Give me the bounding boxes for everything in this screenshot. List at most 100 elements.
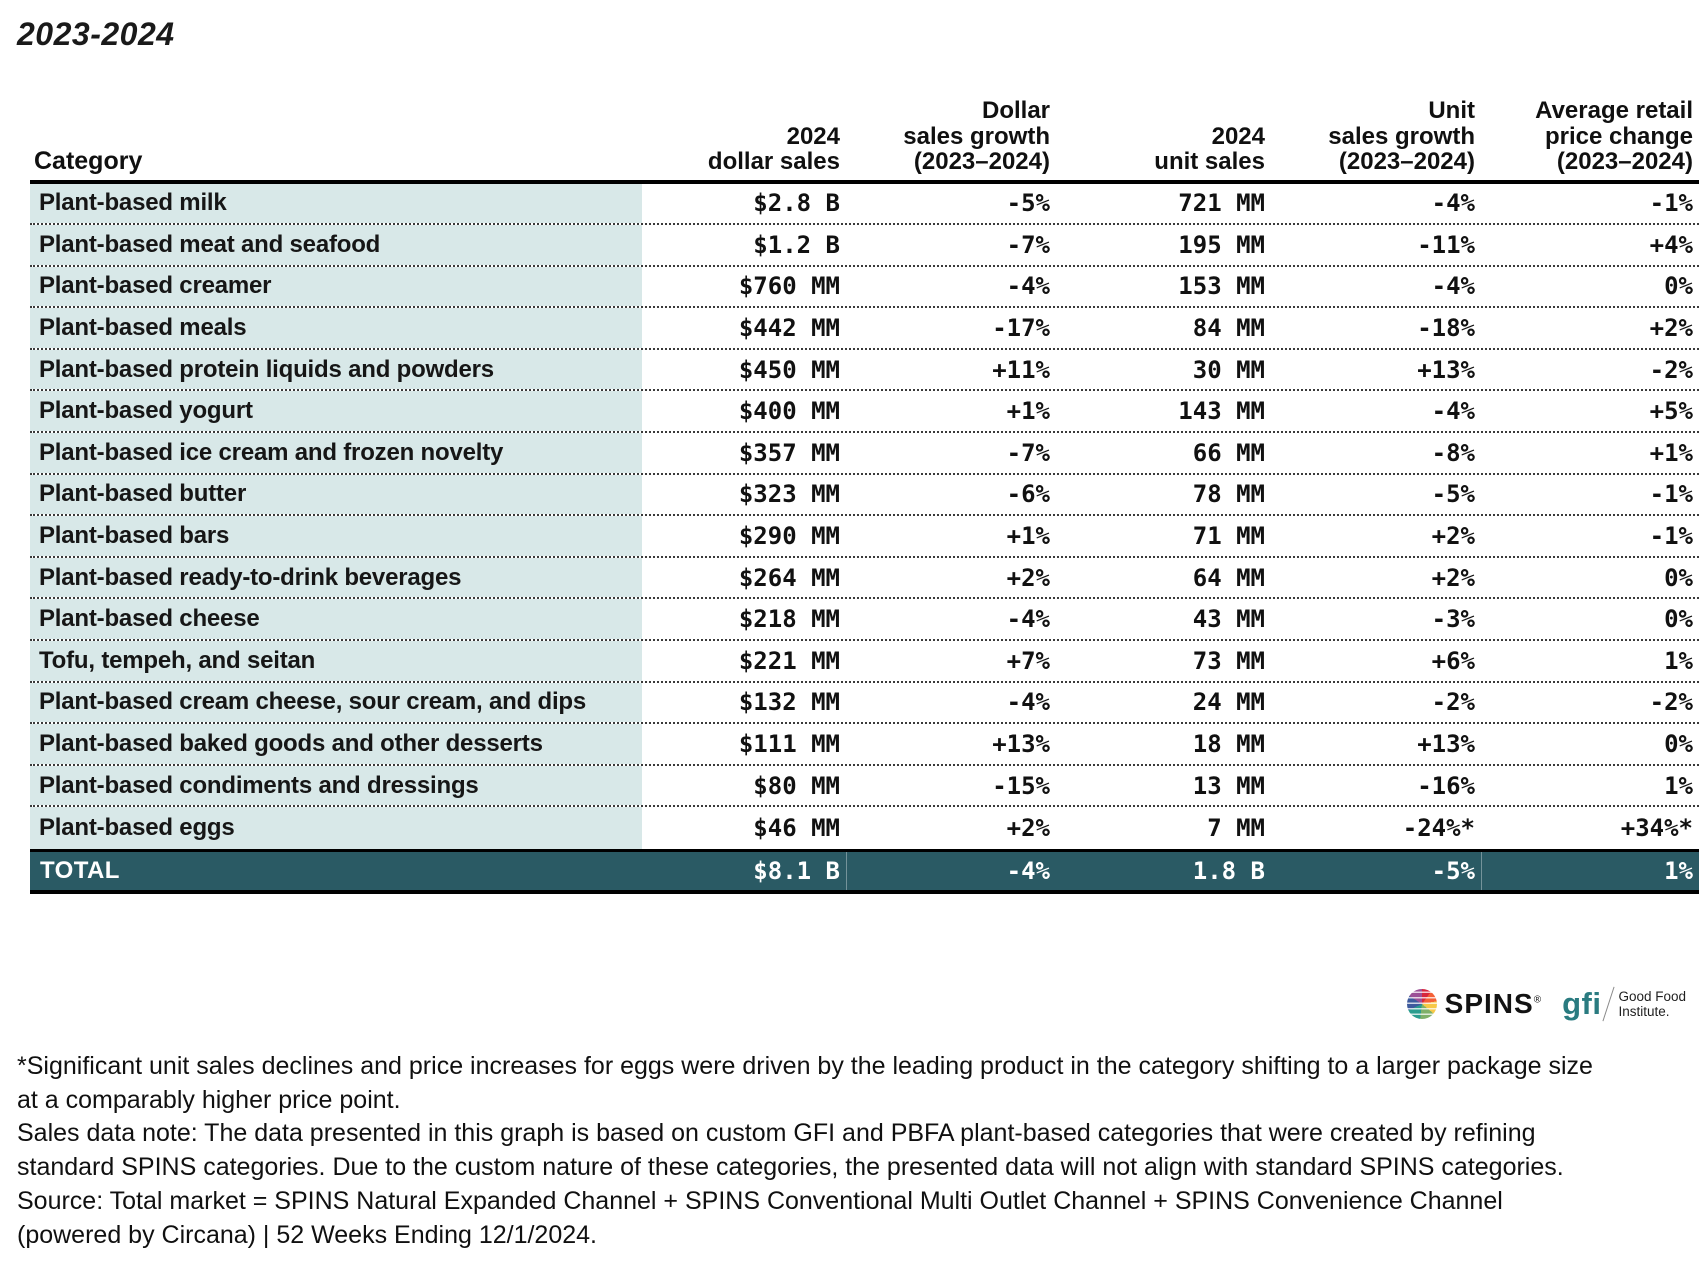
table-total-row: TOTAL $8.1 B -4% 1.8 B -5% 1%	[30, 849, 1699, 894]
footnote-line: at a comparably higher price point.	[17, 1085, 401, 1114]
col-header-dollar-growth: Dollar sales growth (2023–2024)	[903, 97, 1050, 175]
value-cell: 73 MM	[1192, 646, 1265, 675]
value-cell: -1%	[1649, 189, 1693, 218]
table-row: Plant-based ice cream and frozen novelty…	[30, 433, 1699, 475]
footnotes: *Significant unit sales declines and pri…	[17, 1050, 1593, 1252]
value-cell: -5%	[1431, 480, 1475, 509]
category-cell: Plant-based protein liquids and powders	[30, 349, 642, 390]
value-cell: $760 MM	[738, 272, 840, 301]
table-row: Plant-based creamer $760 MM -4% 153 MM -4% 0%	[30, 266, 1699, 309]
gfi-wordmark: gfi	[1562, 986, 1602, 1021]
table-row: Plant-based cream cheese, sour cream, an…	[30, 682, 1699, 725]
table-row: Plant-based meals $442 MM -17% 84 MM -18% +2%	[30, 308, 1699, 350]
table-row: Plant-based protein liquids and powders $…	[30, 349, 1699, 392]
value-cell: -4%	[1006, 605, 1050, 634]
value-cell: -1%	[1649, 480, 1693, 509]
value-cell: 0%	[1664, 730, 1693, 759]
value-cell: $1.2 B	[753, 230, 840, 259]
value-cell: -8%	[1431, 438, 1475, 467]
value-cell: +2%	[1431, 522, 1475, 551]
sales-table: Category 2024 dollar sales Dollar sales …	[30, 98, 1699, 894]
table-row: Plant-based milk $2.8 B -5% 721 MM -4% -1%	[30, 183, 1699, 226]
footnote-line: standard SPINS categories. Due to the cu…	[17, 1153, 1564, 1182]
col-header-unit-growth: Unit sales growth (2023–2024)	[1328, 97, 1475, 175]
value-cell: -3%	[1431, 605, 1475, 634]
category-cell: Tofu, tempeh, and seitan	[30, 641, 642, 681]
value-cell: +34%*	[1620, 814, 1693, 843]
value-cell: 0%	[1664, 563, 1693, 592]
table-header-row: Category 2024 dollar sales Dollar sales …	[30, 98, 1699, 184]
value-cell: 721 MM	[1178, 189, 1265, 218]
value-cell: 78 MM	[1192, 480, 1265, 509]
value-cell: -4%	[1431, 272, 1475, 301]
value-cell: +2%	[1431, 563, 1475, 592]
value-cell: +7%	[1006, 646, 1050, 675]
value-cell: +2%	[1649, 314, 1693, 343]
col-header-dollar-sales: 2024 dollar sales	[707, 122, 840, 175]
category-cell: Plant-based eggs	[30, 807, 642, 849]
table-row: Plant-based condiments and dressings $80 …	[30, 765, 1699, 808]
value-cell: $2.8 B	[753, 189, 840, 218]
category-cell: Plant-based bars	[30, 516, 642, 556]
value-cell: +6%	[1431, 646, 1475, 675]
total-price-change: 1%	[1481, 852, 1699, 890]
value-cell: 13 MM	[1192, 771, 1265, 800]
value-cell: 0%	[1664, 272, 1693, 301]
value-cell: $264 MM	[738, 563, 840, 592]
spins-logo: SPINS®	[1406, 988, 1542, 1020]
value-cell: -17%	[992, 314, 1050, 343]
gfi-org-name: Good Food Institute.	[1618, 988, 1686, 1020]
value-cell: -15%	[992, 771, 1050, 800]
footnote-line: Source: Total market = SPINS Natural Exp…	[17, 1186, 1503, 1215]
category-cell: Plant-based condiments and dressings	[30, 765, 642, 806]
value-cell: $46 MM	[753, 814, 840, 843]
value-cell: -4%	[1006, 688, 1050, 717]
value-cell: $450 MM	[738, 355, 840, 384]
value-cell: $357 MM	[738, 438, 840, 467]
value-cell: -4%	[1006, 272, 1050, 301]
value-cell: -2%	[1649, 355, 1693, 384]
table-row: Plant-based bars $290 MM +1% 71 MM +2% -1%	[30, 516, 1699, 558]
value-cell: 0%	[1664, 605, 1693, 634]
table-row: Plant-based yogurt $400 MM +1% 143 MM -4% +5%	[30, 391, 1699, 434]
value-cell: 66 MM	[1192, 438, 1265, 467]
table-row: Plant-based eggs $46 MM +2% 7 MM -24%* +34%*	[30, 807, 1699, 849]
value-cell: +13%	[1417, 730, 1475, 759]
value-cell: +1%	[1006, 522, 1050, 551]
value-cell: $323 MM	[738, 480, 840, 509]
total-label: TOTAL	[40, 857, 120, 884]
value-cell: 84 MM	[1192, 314, 1265, 343]
value-cell: +1%	[1006, 397, 1050, 426]
table-row: Tofu, tempeh, and seitan $221 MM +7% 73 MM +…	[30, 641, 1699, 683]
value-cell: $400 MM	[738, 397, 840, 426]
value-cell: +13%	[1417, 355, 1475, 384]
category-cell: Plant-based butter	[30, 474, 642, 515]
value-cell: $442 MM	[738, 314, 840, 343]
category-cell: Plant-based cheese	[30, 599, 642, 640]
value-cell: +13%	[992, 730, 1050, 759]
table-row: Plant-based ready-to-drink beverages $264…	[30, 557, 1699, 600]
value-cell: 153 MM	[1178, 272, 1265, 301]
category-cell: Plant-based meals	[30, 308, 642, 348]
col-header-category: Category	[34, 147, 143, 175]
page-title: 2023-2024	[17, 16, 175, 52]
value-cell: $290 MM	[738, 522, 840, 551]
footnote-line: (powered by Circana) | 52 Weeks Ending 1…	[17, 1220, 597, 1249]
spins-globe-icon	[1406, 989, 1437, 1019]
table-body: Plant-based milk $2.8 B -5% 721 MM -4% -1% Pla…	[30, 183, 1699, 849]
value-cell: -1%	[1649, 522, 1693, 551]
category-cell: Plant-based meat and seafood	[30, 225, 642, 265]
col-header-unit-sales: 2024 unit sales	[1154, 122, 1265, 175]
category-cell: Plant-based cream cheese, sour cream, an…	[30, 682, 642, 723]
value-cell: -11%	[1417, 230, 1475, 259]
value-cell: 30 MM	[1192, 355, 1265, 384]
value-cell: -24%*	[1402, 814, 1475, 843]
value-cell: +1%	[1649, 438, 1693, 467]
total-unit-growth: -5%	[1431, 857, 1475, 885]
value-cell: +2%	[1006, 814, 1050, 843]
value-cell: $218 MM	[738, 605, 840, 634]
table-row: Plant-based cheese $218 MM -4% 43 MM -3% 0%	[30, 599, 1699, 642]
value-cell: 43 MM	[1192, 605, 1265, 634]
category-cell: Plant-based creamer	[30, 266, 642, 307]
gfi-divider	[1602, 986, 1615, 1022]
